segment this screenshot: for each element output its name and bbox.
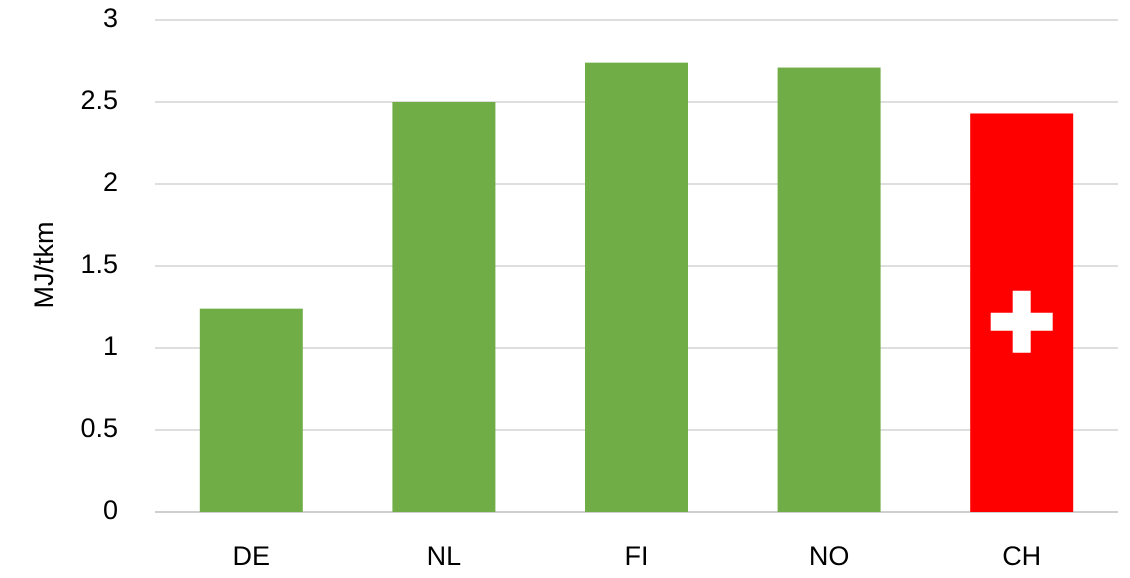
y-axis-tick-labels: 0 0.5 1 1.5 2 2.5 3 [80,3,118,525]
y-tick-label: 3 [103,3,118,33]
x-tick-label-ch: CH [1002,541,1041,571]
x-tick-label-fi: FI [625,541,649,571]
y-tick-label: 0 [103,495,118,525]
y-tick-label: 1 [103,331,118,361]
y-axis-title: MJ/tkm [29,222,59,309]
x-tick-label-de: DE [233,541,271,571]
bar-de [199,308,303,512]
y-tick-label: 2 [103,167,118,197]
y-tick-label: 2.5 [80,85,118,115]
y-tick-label: 0.5 [80,413,118,443]
x-tick-label-nl: NL [427,541,462,571]
x-tick-label-no: NO [809,541,850,571]
bar-nl [392,102,496,512]
bar-no [777,67,881,512]
bar-fi [585,62,688,512]
y-tick-label: 1.5 [80,249,118,279]
swiss-cross-icon [990,290,1053,353]
x-axis-tick-labels: DE NL FI NO CH [233,541,1042,571]
bars [199,62,1074,512]
